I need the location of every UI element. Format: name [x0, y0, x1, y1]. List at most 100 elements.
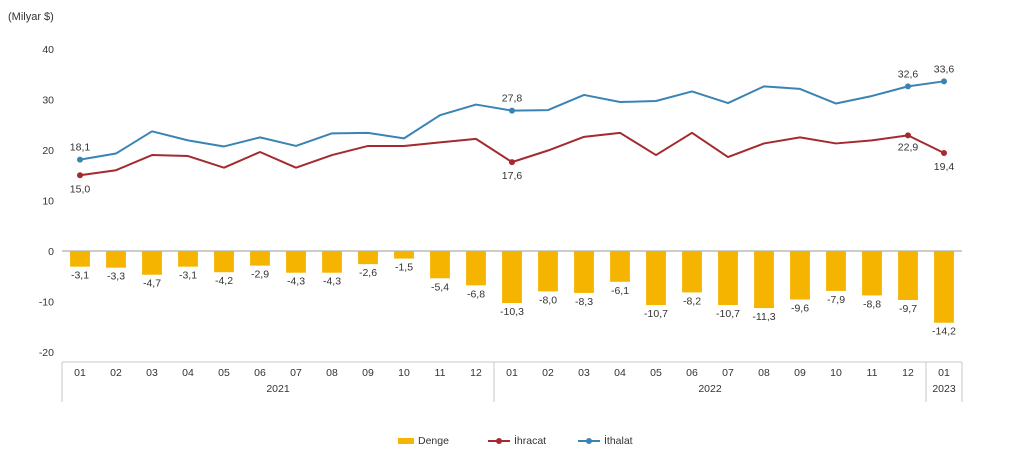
denge-bar [862, 251, 882, 296]
y-tick-label: 30 [42, 95, 54, 107]
denge-bar [682, 251, 702, 293]
year-group-label: 2022 [698, 383, 722, 395]
denge-bar [286, 251, 306, 273]
y-tick-label: 0 [48, 246, 54, 258]
ithalat-marker [905, 83, 911, 90]
denge-data-label: -3,1 [179, 270, 197, 282]
denge-data-label: -14,2 [932, 326, 956, 338]
denge-bar [898, 251, 918, 300]
y-tick-label: -20 [39, 347, 54, 359]
denge-bar [934, 251, 954, 323]
legend-item-denge: Denge [398, 435, 449, 447]
ihracat-marker [509, 159, 515, 166]
x-tick-label: 07 [722, 367, 734, 379]
ithalat-data-label: 32,6 [898, 68, 919, 80]
y-tick-label: 10 [42, 196, 54, 208]
denge-data-label: -10,3 [500, 306, 524, 318]
x-tick-label: 03 [146, 367, 158, 379]
denge-bar [178, 251, 198, 267]
denge-bar [502, 251, 522, 304]
denge-data-label: -8,8 [863, 298, 881, 310]
y-tick-label: -10 [39, 297, 54, 309]
legend-swatch-ithalat [578, 438, 600, 444]
denge-data-label: -6,8 [467, 288, 485, 300]
ithalat-marker [941, 78, 947, 85]
denge-data-label: -4,7 [143, 278, 161, 290]
denge-data-label: -10,7 [716, 308, 740, 320]
ihracat-data-label: 19,4 [934, 161, 955, 173]
denge-bar [790, 251, 810, 300]
x-tick-label: 04 [614, 367, 626, 379]
denge-data-label: -3,1 [71, 270, 89, 282]
ihracat-line [79, 131, 945, 177]
ithalat-data-label: 18,1 [70, 142, 91, 154]
denge-bar [574, 251, 594, 293]
ihracat-data-label: 22,9 [898, 141, 919, 153]
ithalat-marker [77, 156, 83, 163]
legend-item-ihracat: İhracat [488, 435, 546, 447]
x-tick-label: 06 [686, 367, 698, 379]
denge-bar [394, 251, 414, 259]
x-tick-label: 05 [218, 367, 230, 379]
denge-data-label: -8,0 [539, 294, 557, 306]
denge-bar [106, 251, 126, 268]
denge-data-label: -2,9 [251, 269, 269, 281]
denge-data-label: -8,3 [575, 296, 593, 308]
legend-label-ithalat: İthalat [604, 435, 633, 447]
denge-bar [358, 251, 378, 265]
denge-data-label: -5,4 [431, 281, 449, 293]
ihracat-marker [77, 172, 83, 179]
x-tick-label: 01 [938, 367, 950, 379]
x-tick-label: 07 [290, 367, 302, 379]
x-tick-label: 12 [902, 367, 914, 379]
year-group-label: 2021 [266, 383, 290, 395]
denge-bar [538, 251, 558, 292]
denge-bar [142, 251, 162, 275]
denge-bar [430, 251, 450, 279]
denge-bar [754, 251, 774, 309]
x-tick-label: 02 [542, 367, 554, 379]
legend-swatch-denge [398, 438, 414, 444]
ihracat-marker [905, 132, 911, 139]
ihracat-data-label: 17,6 [502, 170, 523, 182]
ithalat-marker [509, 107, 515, 114]
y-tick-label: 20 [42, 145, 54, 157]
denge-data-label: -10,7 [644, 308, 668, 320]
x-tick-label: 09 [362, 367, 374, 379]
denge-data-label: -8,2 [683, 295, 701, 307]
x-tick-label: 08 [326, 367, 338, 379]
denge-bar [322, 251, 342, 273]
x-tick-label: 01 [74, 367, 86, 379]
denge-bar [70, 251, 90, 267]
legend-label-denge: Denge [418, 435, 449, 447]
denge-data-label: -9,6 [791, 302, 809, 314]
denge-data-label: -4,2 [215, 275, 233, 287]
legend-item-ithalat: İthalat [578, 435, 633, 447]
x-tick-label: 09 [794, 367, 806, 379]
x-tick-label: 11 [867, 367, 878, 379]
x-tick-label: 12 [470, 367, 482, 379]
denge-bar [646, 251, 666, 306]
legend-label-ihracat: İhracat [514, 435, 547, 447]
year-group-label: 2023 [932, 383, 956, 395]
denge-bar [466, 251, 486, 286]
denge-data-label: -1,5 [395, 262, 413, 274]
x-tick-label: 08 [758, 367, 770, 379]
denge-data-label: -7,9 [827, 294, 845, 306]
x-tick-label: 04 [182, 367, 194, 379]
ithalat-data-label: 33,6 [934, 63, 955, 75]
y-tick-label: 40 [42, 44, 54, 56]
x-tick-label: 02 [110, 367, 122, 379]
x-tick-label: 05 [650, 367, 662, 379]
ihracat-data-label: 15,0 [70, 183, 91, 195]
x-tick-label: 01 [506, 367, 518, 379]
ihracat-marker [941, 150, 947, 157]
ithalat-data-label: 27,8 [502, 93, 523, 105]
denge-data-label: -4,3 [323, 276, 341, 288]
denge-bar [214, 251, 234, 273]
denge-data-label: -9,7 [899, 303, 917, 315]
denge-data-label: -4,3 [287, 276, 305, 288]
x-tick-label: 11 [435, 367, 446, 379]
denge-data-label: -6,1 [611, 285, 629, 297]
